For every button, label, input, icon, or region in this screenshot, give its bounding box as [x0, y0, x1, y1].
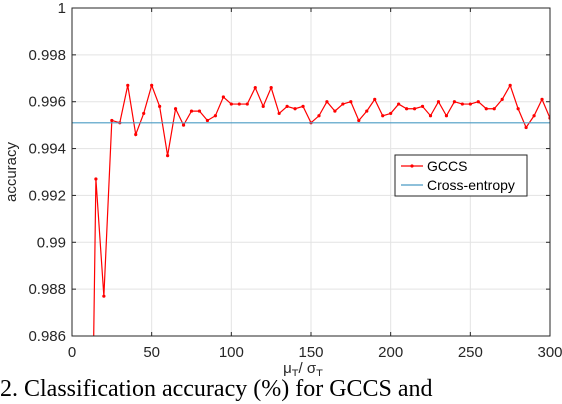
data-point	[349, 100, 353, 104]
data-point	[540, 97, 544, 101]
data-point	[397, 102, 401, 106]
data-point	[173, 107, 178, 111]
data-point	[420, 104, 425, 108]
data-point	[484, 107, 488, 111]
data-point	[301, 104, 305, 108]
legend-label: GCCS	[427, 158, 467, 174]
data-point	[508, 83, 512, 87]
data-point	[213, 114, 217, 118]
data-point	[452, 100, 456, 104]
x-label-sigma-sub: T	[316, 368, 323, 376]
data-point	[412, 107, 417, 111]
data-point	[277, 111, 281, 116]
data-point	[341, 102, 345, 106]
data-point	[381, 114, 385, 118]
data-point	[205, 118, 210, 123]
data-point	[373, 97, 377, 101]
data-point	[94, 177, 98, 181]
data-point	[269, 86, 273, 90]
y-tick-label: 0.988	[28, 281, 66, 298]
data-point	[476, 100, 480, 104]
data-point	[158, 104, 162, 108]
data-point	[142, 111, 146, 116]
series-layer	[72, 83, 550, 336]
data-point	[468, 102, 472, 106]
data-point	[460, 102, 464, 106]
x-tick-label: 100	[219, 344, 244, 361]
tick-labels: 0 50 100 150 200 250 300 0.986 0.988 0.99 0.992 0.9…	[28, 0, 562, 361]
data-point	[134, 132, 138, 137]
legend-label: Cross-entropy	[427, 177, 515, 193]
data-point	[150, 83, 154, 87]
data-point	[181, 123, 186, 127]
x-tick-label: 150	[298, 344, 323, 361]
data-point	[261, 104, 265, 108]
x-tick-label: 300	[537, 344, 562, 361]
data-point	[428, 114, 433, 118]
data-point	[516, 107, 520, 111]
data-point	[166, 154, 170, 158]
legend: GCCS Cross-entropy	[394, 154, 528, 197]
legend-marker	[410, 164, 414, 168]
data-point	[197, 109, 202, 113]
data-point	[189, 109, 194, 113]
data-point	[237, 102, 241, 106]
x-label-mu: μ	[283, 360, 292, 376]
data-point	[317, 114, 321, 118]
x-tick-label: 50	[143, 344, 160, 361]
data-point	[405, 107, 409, 111]
data-point	[253, 86, 257, 90]
data-point	[524, 125, 528, 130]
y-tick-label: 0.99	[37, 234, 66, 251]
data-point	[365, 109, 369, 113]
figure-caption: 2. Classification accuracy (%) for GCCS …	[0, 376, 433, 402]
y-tick-label: 1	[58, 0, 66, 17]
data-point	[500, 97, 504, 101]
x-axis-label: μT/ σT	[283, 360, 323, 376]
data-point	[221, 95, 225, 99]
data-point	[333, 109, 337, 113]
x-label-sep: /	[299, 360, 307, 376]
y-tick-label: 0.994	[28, 141, 66, 158]
legend-box	[394, 154, 528, 197]
x-label-sigma: σ	[307, 360, 317, 376]
data-point	[444, 114, 449, 118]
y-tick-label: 0.992	[28, 187, 66, 204]
x-label-mu-sub: T	[292, 368, 299, 376]
y-tick-label: 0.998	[28, 47, 66, 64]
data-point	[492, 107, 496, 111]
x-tick-label: 250	[458, 344, 483, 361]
data-point	[245, 102, 249, 106]
data-point	[102, 294, 106, 298]
y-tick-label: 0.996	[28, 94, 66, 111]
x-tick-label: 0	[68, 344, 76, 361]
y-axis-label: accuracy	[3, 141, 20, 202]
data-point	[389, 111, 393, 116]
data-point	[293, 107, 297, 111]
accuracy-chart: 0 50 100 150 200 250 300 0.986 0.988 0.99 0.992 0.9…	[3, 0, 562, 376]
data-point	[229, 102, 233, 106]
x-tick-label: 200	[378, 344, 403, 361]
data-point	[325, 100, 329, 104]
data-point	[110, 118, 114, 123]
data-point	[357, 118, 361, 123]
data-point	[285, 104, 289, 108]
data-point	[532, 114, 536, 118]
y-tick-label: 0.986	[28, 328, 66, 345]
data-point	[436, 100, 441, 104]
data-point	[126, 83, 130, 87]
